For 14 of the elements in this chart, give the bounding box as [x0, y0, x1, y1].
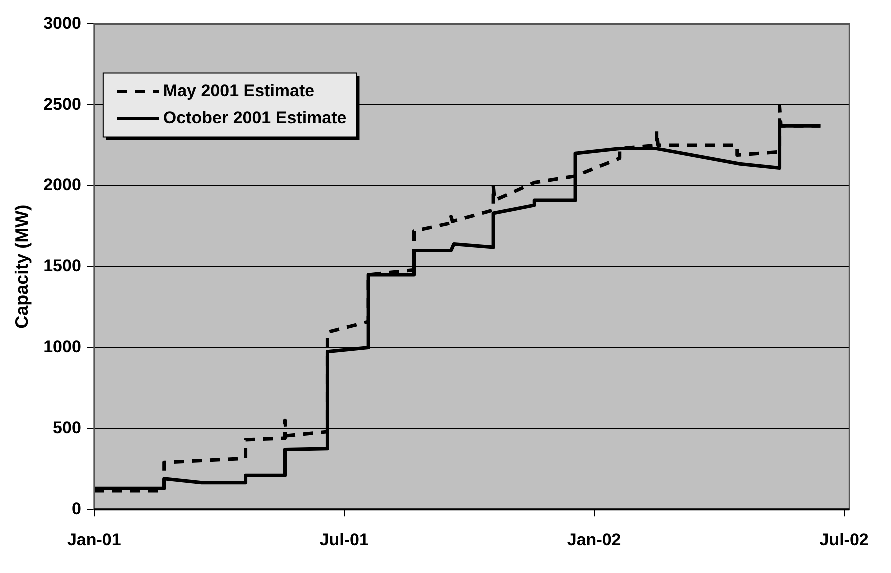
- y-tick-label: 2500: [44, 94, 82, 114]
- legend-label: October 2001 Estimate: [163, 108, 347, 128]
- x-tick-label: Jan-02: [567, 530, 622, 550]
- y-tick-label: 2000: [44, 176, 82, 195]
- x-tick-label: Jul-02: [820, 530, 869, 550]
- x-tick-label: Jul-01: [320, 530, 369, 550]
- x-tick-label: Jan-01: [67, 530, 122, 550]
- legend-label: May 2001 Estimate: [163, 81, 315, 100]
- y-axis-title: Capacity (MW): [12, 204, 32, 329]
- y-tick-label: 0: [72, 499, 82, 518]
- y-tick-label: 3000: [44, 14, 82, 33]
- y-tick-label: 1000: [44, 337, 82, 356]
- y-tick-label: 500: [53, 418, 82, 438]
- y-tick-label: 1500: [44, 256, 82, 276]
